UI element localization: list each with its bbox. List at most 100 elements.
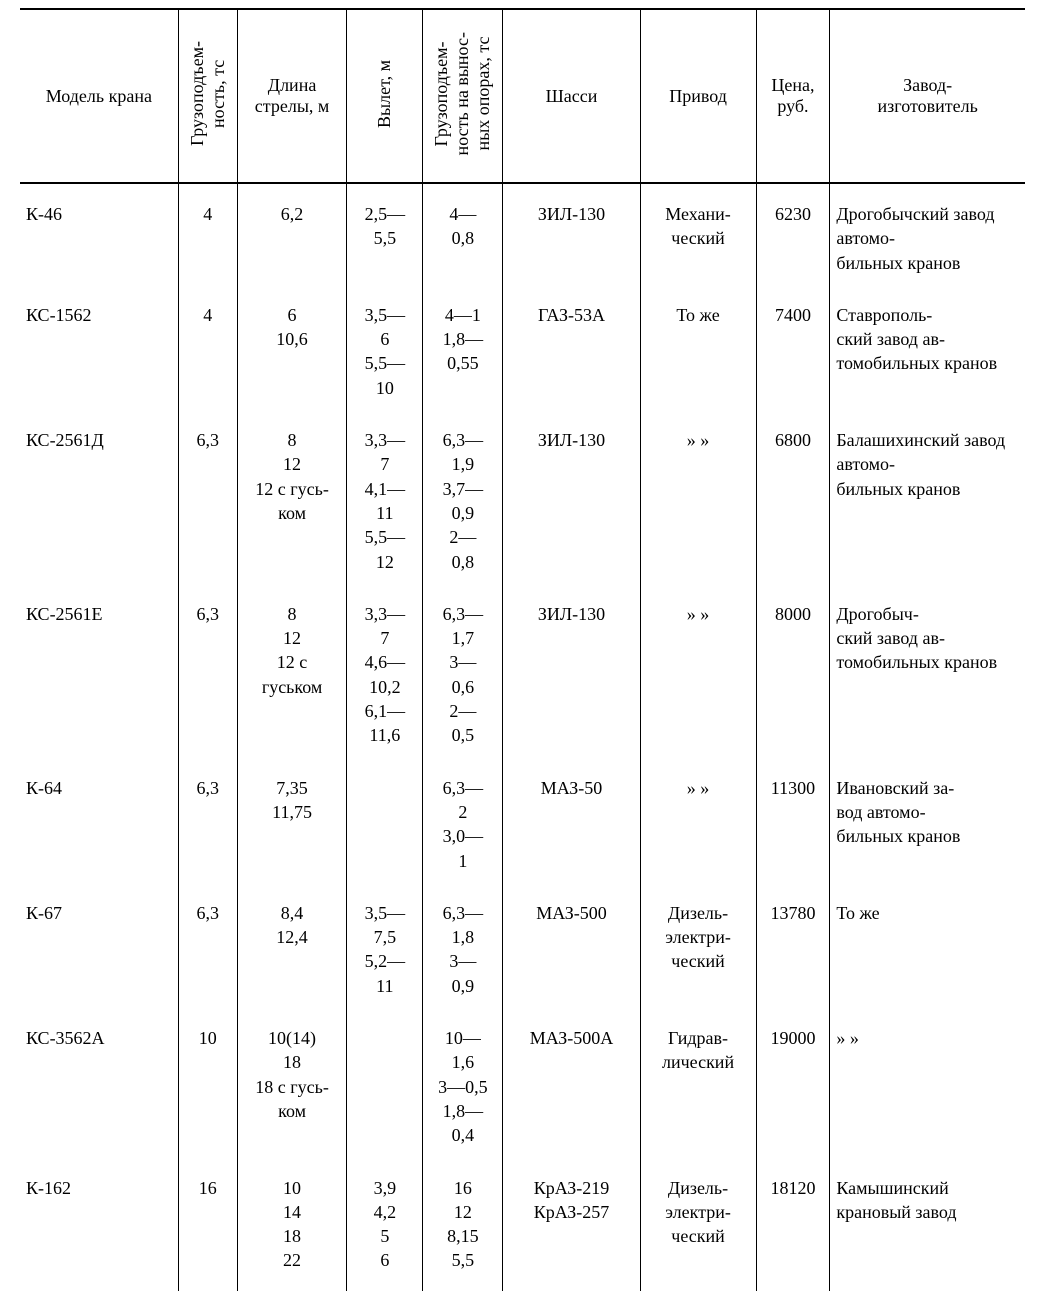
cell-price: 6800 — [756, 418, 830, 592]
cell-model: К-46 — [20, 183, 178, 293]
col-capout-label: Грузоподъем- ность на вынос- ных опорах,… — [431, 32, 494, 155]
cell-maker: » » — [830, 1016, 1025, 1165]
cell-chassis: МАЗ-500 — [503, 891, 640, 1016]
cell-drive: То же — [640, 293, 756, 418]
cell-drive: Дизель- электри- ческий — [640, 891, 756, 1016]
cell-reach — [347, 766, 423, 891]
cell-model: К-64 — [20, 766, 178, 891]
cell-price: 19000 — [756, 1016, 830, 1165]
cell-cap: 6,3 — [178, 766, 237, 891]
cell-price: 8000 — [756, 592, 830, 766]
cell-drive: Механи- ческий — [640, 183, 756, 293]
cell-capout: 16 12 8,15 5,5 — [423, 1166, 503, 1291]
cell-reach: 3,3— 7 4,1— 11 5,5— 12 — [347, 418, 423, 592]
col-boom: Длина стрелы, м — [237, 9, 347, 183]
cell-capout: 6,3— 1,9 3,7— 0,9 2— 0,8 — [423, 418, 503, 592]
cell-capout: 6,3— 1,7 3— 0,6 2— 0,5 — [423, 592, 503, 766]
cell-chassis: ГАЗ-53А — [503, 293, 640, 418]
cell-reach: 3,9 4,2 5 6 — [347, 1166, 423, 1291]
cell-price: 7400 — [756, 293, 830, 418]
table-row: К-1621610 14 18 223,9 4,2 5 616 12 8,15 … — [20, 1166, 1025, 1291]
cell-reach: 3,3— 7 4,6— 10,2 6,1— 11,6 — [347, 592, 423, 766]
cell-maker: Ивановский за- вод автомо- бильных крано… — [830, 766, 1025, 891]
col-cap-label: Грузоподъем- ность, тс — [187, 41, 229, 146]
col-price: Цена, руб. — [756, 9, 830, 183]
cell-boom: 6,2 — [237, 183, 347, 293]
cell-boom: 8 12 12 с гусь- ком — [237, 418, 347, 592]
col-model: Модель крана — [20, 9, 178, 183]
cell-maker: Камышинский крановый завод — [830, 1166, 1025, 1291]
cell-capout: 10— 1,6 3—0,5 1,8— 0,4 — [423, 1016, 503, 1165]
col-chassis-label: Шасси — [546, 86, 598, 106]
table-row: К-646,37,35 11,75 6,3— 2 3,0— 1МАЗ-50» »1… — [20, 766, 1025, 891]
cell-chassis: МАЗ-500А — [503, 1016, 640, 1165]
cell-price: 18120 — [756, 1166, 830, 1291]
table-row: КС-2561Е6,38 12 12 с гуськом3,3— 7 4,6— … — [20, 592, 1025, 766]
cell-maker: То же — [830, 891, 1025, 1016]
table-row: КС-3562А1010(14) 18 18 с гусь- ком 10— 1,… — [20, 1016, 1025, 1165]
cell-drive: » » — [640, 418, 756, 592]
col-cap: Грузоподъем- ность, тс — [178, 9, 237, 183]
cell-drive: Дизель- электри- ческий — [640, 1166, 756, 1291]
cell-cap: 10 — [178, 1016, 237, 1165]
col-model-label: Модель крана — [46, 86, 152, 106]
cell-maker: Ставрополь- ский завод ав- томобильных к… — [830, 293, 1025, 418]
col-maker: Завод- изготовитель — [830, 9, 1025, 183]
cell-boom: 8,4 12,4 — [237, 891, 347, 1016]
cell-model: КС-2561Д — [20, 418, 178, 592]
cell-cap: 4 — [178, 183, 237, 293]
col-capout: Грузоподъем- ность на вынос- ных опорах,… — [423, 9, 503, 183]
cell-price: 11300 — [756, 766, 830, 891]
cell-capout: 4— 0,8 — [423, 183, 503, 293]
cell-chassis: КрАЗ-219 КрАЗ-257 — [503, 1166, 640, 1291]
crane-spec-table: Модель крана Грузоподъем- ность, тс Длин… — [20, 8, 1025, 1291]
cell-maker: Дрогобычский завод автомо- бильных крано… — [830, 183, 1025, 293]
cell-price: 13780 — [756, 891, 830, 1016]
cell-capout: 6,3— 2 3,0— 1 — [423, 766, 503, 891]
table-row: К-4646,22,5— 5,54— 0,8ЗИЛ-130Механи- чес… — [20, 183, 1025, 293]
cell-model: К-67 — [20, 891, 178, 1016]
cell-drive: Гидрав- лический — [640, 1016, 756, 1165]
cell-maker: Балашихинский завод автомо- бильных кран… — [830, 418, 1025, 592]
cell-drive: » » — [640, 766, 756, 891]
table-row: К-676,38,4 12,43,5— 7,5 5,2— 116,3— 1,8 … — [20, 891, 1025, 1016]
col-price-label: Цена, руб. — [771, 75, 814, 116]
cell-cap: 6,3 — [178, 592, 237, 766]
cell-maker: Дрогобыч- ский завод ав- томобильных кра… — [830, 592, 1025, 766]
cell-model: КС-2561Е — [20, 592, 178, 766]
cell-capout: 4—1 1,8— 0,55 — [423, 293, 503, 418]
cell-boom: 10 14 18 22 — [237, 1166, 347, 1291]
cell-drive: » » — [640, 592, 756, 766]
col-reach-label: Вылет, м — [374, 60, 395, 128]
col-reach: Вылет, м — [347, 9, 423, 183]
cell-model: КС-3562А — [20, 1016, 178, 1165]
cell-chassis: МАЗ-50 — [503, 766, 640, 891]
cell-chassis: ЗИЛ-130 — [503, 418, 640, 592]
table-row: КС-2561Д6,38 12 12 с гусь- ком3,3— 7 4,1… — [20, 418, 1025, 592]
cell-boom: 10(14) 18 18 с гусь- ком — [237, 1016, 347, 1165]
cell-reach — [347, 1016, 423, 1165]
cell-reach: 3,5— 6 5,5— 10 — [347, 293, 423, 418]
cell-model: КС-1562 — [20, 293, 178, 418]
table-row: КС-156246 10,63,5— 6 5,5— 104—1 1,8— 0,5… — [20, 293, 1025, 418]
cell-boom: 7,35 11,75 — [237, 766, 347, 891]
cell-boom: 6 10,6 — [237, 293, 347, 418]
cell-chassis: ЗИЛ-130 — [503, 592, 640, 766]
cell-price: 6230 — [756, 183, 830, 293]
cell-chassis: ЗИЛ-130 — [503, 183, 640, 293]
cell-cap: 4 — [178, 293, 237, 418]
cell-cap: 6,3 — [178, 891, 237, 1016]
cell-model: К-162 — [20, 1166, 178, 1291]
cell-cap: 6,3 — [178, 418, 237, 592]
col-drive-label: Привод — [669, 86, 727, 106]
col-boom-label: Длина стрелы, м — [255, 75, 330, 116]
cell-reach: 3,5— 7,5 5,2— 11 — [347, 891, 423, 1016]
cell-boom: 8 12 12 с гуськом — [237, 592, 347, 766]
cell-reach: 2,5— 5,5 — [347, 183, 423, 293]
table-body: К-4646,22,5— 5,54— 0,8ЗИЛ-130Механи- чес… — [20, 183, 1025, 1291]
cell-capout: 6,3— 1,8 3— 0,9 — [423, 891, 503, 1016]
cell-cap: 16 — [178, 1166, 237, 1291]
table-header-row: Модель крана Грузоподъем- ность, тс Длин… — [20, 9, 1025, 183]
col-drive: Привод — [640, 9, 756, 183]
col-maker-label: Завод- изготовитель — [878, 75, 978, 116]
